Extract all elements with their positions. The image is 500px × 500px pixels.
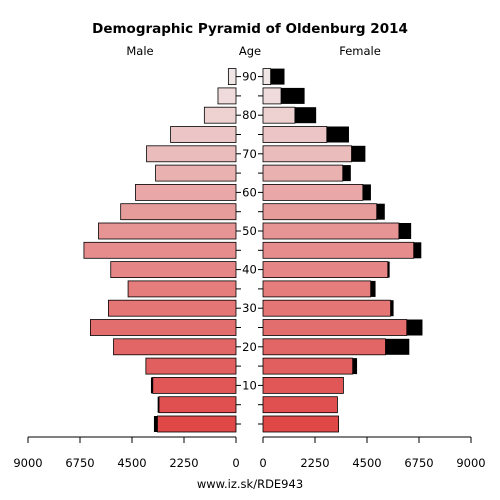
female-x-tick-label: 9000 [456, 456, 485, 470]
male-bar [146, 145, 237, 163]
female-excess-bar [281, 87, 305, 104]
female-excess-bar [390, 300, 394, 317]
male-x-tick-label: 2250 [169, 456, 198, 470]
female-excess-bar [376, 203, 385, 220]
female-header: Female [339, 44, 381, 58]
female-excess-bar [398, 223, 412, 239]
female-bar [262, 145, 352, 163]
female-x-tick-label: 0 [259, 456, 266, 470]
age-tick-label: 70 [242, 147, 257, 161]
female-bar [262, 241, 415, 259]
male-bar [157, 415, 237, 433]
female-excess-bar [352, 358, 358, 375]
chart-title: Demographic Pyramid of Oldenburg 2014 [92, 21, 408, 37]
male-excess-bar [153, 416, 158, 432]
male-bar [98, 222, 237, 240]
age-tick-label: 50 [242, 224, 257, 238]
male-bar [158, 396, 237, 414]
male-bar [217, 87, 237, 105]
male-bar [203, 106, 237, 124]
female-excess-bar [326, 126, 349, 143]
female-excess-bar [385, 338, 410, 355]
female-bar [262, 222, 400, 240]
female-excess-bar [362, 184, 371, 201]
male-bar [145, 357, 237, 375]
female-x-tick-label: 2250 [300, 456, 329, 470]
axes [27, 76, 472, 443]
female-excess-bar [370, 280, 376, 297]
male-header: Male [126, 44, 153, 58]
male-bar [120, 203, 237, 221]
female-excess-bar [351, 145, 366, 162]
male-bar [135, 183, 237, 201]
male-bar [170, 126, 237, 143]
male-bar [90, 319, 237, 336]
male-x-tick-label: 6750 [65, 456, 94, 470]
male-bar [108, 299, 237, 317]
age-tick-label: 20 [242, 340, 257, 354]
male-x-tick-label: 4500 [117, 456, 146, 470]
female-bar [262, 106, 296, 124]
age-tick-label: 80 [242, 108, 257, 122]
female-bar [262, 280, 372, 298]
female-x-tick-label: 4500 [352, 456, 381, 470]
female-bar [262, 376, 344, 394]
female-excess-bar [270, 68, 285, 85]
male-excess-bar [150, 377, 153, 394]
female-bar [262, 261, 389, 279]
male-bars [83, 68, 237, 433]
female-excess-bar [406, 319, 423, 336]
age-tick-label: 90 [242, 70, 257, 84]
age-tick-label: 30 [242, 301, 257, 315]
x-tick-labels: 9000 6750 4500 2250 0 0 2250 4500 6750 9000 [13, 456, 485, 470]
female-excess-bar [342, 165, 351, 182]
female-bar [262, 183, 364, 201]
female-bar [262, 299, 391, 317]
female-bar [262, 164, 344, 182]
female-bar [262, 68, 272, 85]
source-label: www.iz.sk/RDE943 [197, 477, 303, 491]
female-bar [262, 319, 408, 336]
age-tick-label: 40 [242, 263, 257, 277]
male-bar [113, 338, 237, 356]
female-bar [262, 396, 338, 414]
female-bar [262, 203, 378, 221]
male-bar [127, 280, 237, 298]
female-bar [262, 87, 282, 105]
male-excess-bar [157, 396, 160, 413]
female-bar [262, 338, 386, 356]
female-bar [262, 357, 354, 375]
male-bar [155, 164, 237, 182]
female-bar [262, 126, 328, 143]
female-x-tick-label: 6750 [404, 456, 433, 470]
age-header: Age [239, 44, 261, 58]
female-bar [262, 415, 339, 433]
male-bar [227, 68, 237, 85]
male-x-tick-label: 0 [232, 456, 239, 470]
age-tick-label: 10 [242, 378, 257, 392]
male-x-tick-label: 9000 [13, 456, 42, 470]
age-tick-labels: 10 20 30 40 50 60 70 80 90 [242, 70, 257, 393]
male-bar [110, 261, 237, 279]
age-tick-label: 60 [242, 185, 257, 199]
male-bar [83, 241, 237, 259]
female-excess-bar [294, 107, 317, 124]
female-bars [262, 68, 423, 433]
female-excess-bar [387, 261, 390, 278]
female-excess-bar [413, 242, 422, 259]
male-bar [152, 376, 237, 394]
